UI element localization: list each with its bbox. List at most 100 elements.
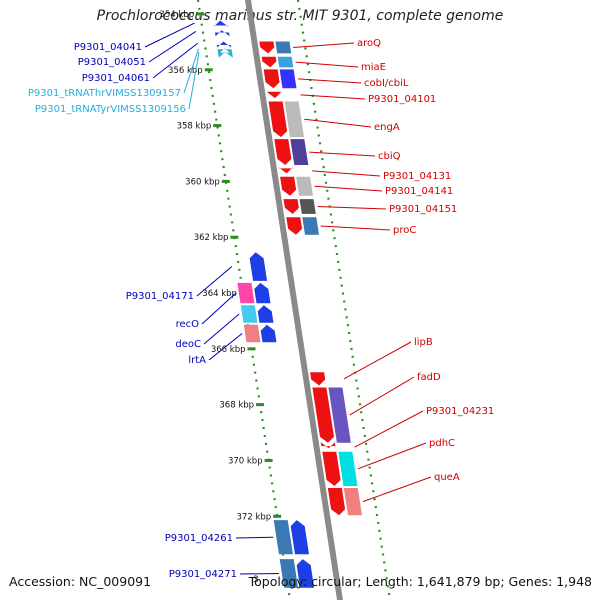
cog-color-box xyxy=(290,139,309,165)
cog-color-box xyxy=(299,199,316,214)
label-leader-line xyxy=(235,536,274,539)
cog-color-box xyxy=(284,101,304,138)
cog-color-box xyxy=(279,559,299,588)
label-leader-line xyxy=(144,22,195,48)
forward-gene-arrow xyxy=(280,176,297,196)
forward-gene-label: aroQ xyxy=(357,38,381,49)
forward-gene-label: P9301_04141 xyxy=(385,186,453,197)
forward-gene-label: P9301_04151 xyxy=(389,204,457,215)
scale-tick-label: 356 kbp xyxy=(168,66,203,76)
reverse-gene-label: recO xyxy=(176,319,200,330)
gene-track xyxy=(213,20,362,588)
label-leader-line xyxy=(314,185,383,192)
reverse-gene-label: P9301_04061 xyxy=(82,73,150,84)
label-leader-line xyxy=(183,48,199,94)
backbone xyxy=(245,0,343,600)
outer-dotted-track xyxy=(296,0,392,600)
forward-gene-label: proC xyxy=(393,225,416,236)
gene-labels: aroQ miaE cobI/cbiL P9301_04101 engA cbiQ P930… xyxy=(28,22,494,580)
label-leader-line xyxy=(304,118,372,128)
scale-tick-label: 366 kbp xyxy=(211,345,246,355)
cog-color-box xyxy=(275,41,292,54)
forward-gene-label: engA xyxy=(374,122,400,133)
forward-gene-label: P9301_04131 xyxy=(383,171,451,182)
reverse-gene-label: P9301_04041 xyxy=(74,42,142,53)
reverse-gene-arrow xyxy=(249,252,268,281)
reverse-gene-arrow xyxy=(215,30,230,37)
trna-gene-label: P9301_tRNATyrVIMSS1309156 xyxy=(35,104,186,115)
accession-label: Accession: NC_009091 xyxy=(9,574,152,589)
cog-color-box xyxy=(237,282,255,304)
forward-gene-arrow xyxy=(322,451,341,486)
reverse-gene-label: P9301_04051 xyxy=(78,57,146,68)
forward-gene-label: cobI/cbiL xyxy=(364,78,409,89)
reverse-gene-label: P9301_04171 xyxy=(126,291,194,302)
label-leader-line xyxy=(362,476,432,503)
forward-gene-label: queA xyxy=(434,472,460,483)
genome-backbone-line xyxy=(245,0,343,600)
forward-gene-arrow xyxy=(320,442,336,449)
reverse-gene-arrow xyxy=(213,20,229,27)
forward-gene-label: miaE xyxy=(361,62,386,73)
forward-gene-arrow xyxy=(259,41,275,54)
reverse-gene-label: P9301_04271 xyxy=(169,569,237,580)
reverse-gene-label: P9301_04261 xyxy=(165,533,233,544)
label-leader-line xyxy=(320,225,391,231)
label-leader-line xyxy=(343,341,412,380)
label-leader-line xyxy=(300,94,366,100)
genome-summary: Topology: circular; Length: 1,641,879 bp… xyxy=(248,574,592,589)
trna-gene-arrow xyxy=(217,48,233,55)
label-leader-line xyxy=(148,30,197,63)
label-leader-line xyxy=(201,292,237,325)
forward-gene-arrow xyxy=(283,199,299,214)
label-leader-line xyxy=(293,42,355,48)
reverse-gene-arrow xyxy=(254,282,271,304)
cog-color-box xyxy=(343,488,362,516)
scale-tick-label: 368 kbp xyxy=(219,401,254,411)
label-leader-line xyxy=(309,151,376,157)
forward-gene-arrow xyxy=(268,101,288,138)
label-leader-line xyxy=(317,206,387,210)
label-leader-line xyxy=(188,52,200,110)
forward-gene-label: cbiQ xyxy=(378,151,401,162)
forward-gene-arrow xyxy=(310,372,326,386)
forward-gene-label: P9301_04101 xyxy=(368,94,436,105)
cog-color-box xyxy=(273,520,293,555)
scale-tick-label: 358 kbp xyxy=(177,122,212,132)
label-leader-line xyxy=(349,376,415,416)
scale-tick-label: 360 kbp xyxy=(185,177,220,187)
reverse-gene-arrow xyxy=(216,41,232,48)
cog-color-box xyxy=(328,387,351,443)
forward-gene-arrow xyxy=(274,139,292,165)
scale-ruler: 354 kbp 356 kbp 358 kbp 360 kbp 362 kbp 364 k… xyxy=(159,0,392,600)
cog-color-box xyxy=(240,305,258,323)
label-leader-line xyxy=(357,442,427,470)
trna-gene-label: P9301_tRNAThrVIMSS1309157 xyxy=(28,88,181,99)
reverse-gene-arrow xyxy=(257,305,274,323)
scale-tick-label: 372 kbp xyxy=(237,512,272,522)
label-leader-line xyxy=(298,78,362,84)
reverse-gene-arrow xyxy=(290,520,309,555)
label-leader-line xyxy=(152,42,198,79)
forward-gene-arrow xyxy=(327,488,346,516)
forward-gene-arrow xyxy=(261,56,277,68)
scale-tick-label: 354 kbp xyxy=(159,10,194,20)
reverse-gene-label: deoC xyxy=(175,339,201,350)
forward-gene-arrow xyxy=(263,69,280,89)
forward-gene-label: P9301_04231 xyxy=(426,406,494,417)
forward-gene-arrow xyxy=(286,217,303,235)
reverse-gene-arrow xyxy=(296,559,315,588)
label-leader-line xyxy=(196,266,233,297)
scale-tick-label: 364 kbp xyxy=(202,289,237,299)
forward-gene-label: fadD xyxy=(417,372,441,383)
scale-tick-label: 362 kbp xyxy=(194,233,229,243)
label-leader-line xyxy=(295,61,359,68)
cog-color-box xyxy=(302,217,319,235)
label-leader-line xyxy=(203,313,240,345)
scale-tick-label: 370 kbp xyxy=(228,456,263,466)
cog-color-box xyxy=(338,451,358,486)
cog-color-box xyxy=(279,69,297,89)
forward-gene-arrow xyxy=(312,387,334,443)
label-leader-line xyxy=(208,333,243,361)
